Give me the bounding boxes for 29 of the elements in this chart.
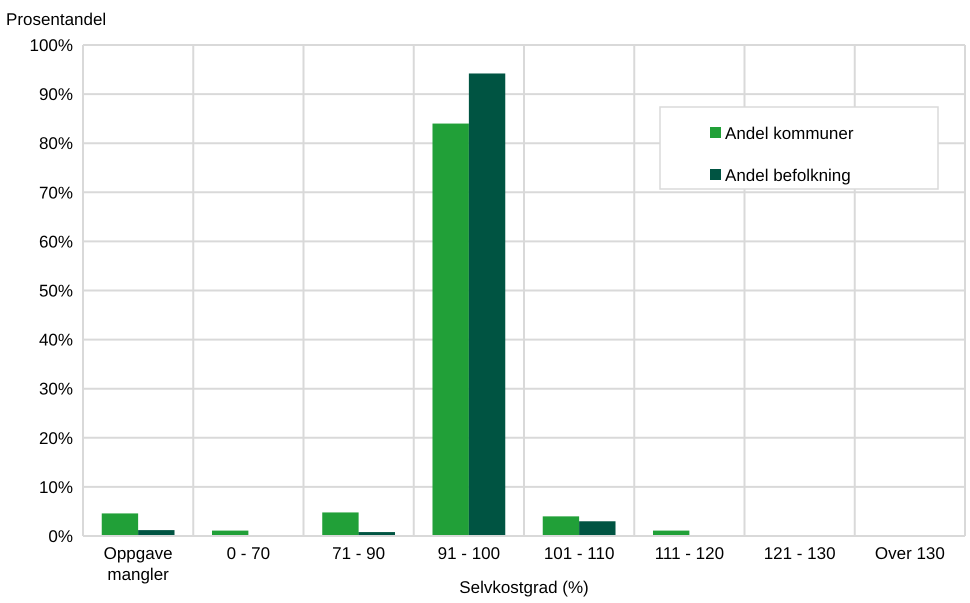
y-tick-label: 40% xyxy=(38,330,73,350)
y-tick-label: 80% xyxy=(38,134,73,154)
x-tick-label: Over 130 xyxy=(874,544,945,563)
y-tick-label: 10% xyxy=(38,478,73,497)
y-tick-label: 60% xyxy=(38,232,73,252)
x-tick-label: 111 - 120 xyxy=(654,544,724,563)
bar xyxy=(579,521,616,536)
y-tick-label: 0% xyxy=(48,526,73,546)
x-tick-label: 0 - 70 xyxy=(226,544,270,563)
x-tick-label: 121 - 130 xyxy=(764,544,836,563)
y-tick-label: 20% xyxy=(38,428,73,448)
y-tick-label: 30% xyxy=(38,380,73,399)
x-tick-label: 71 - 90 xyxy=(332,544,386,563)
y-tick-label: 90% xyxy=(38,85,73,104)
x-tick-label: 101 - 110 xyxy=(544,544,614,563)
legend-label: Andel kommuner xyxy=(725,124,854,143)
legend-label: Andel befolkning xyxy=(725,166,851,185)
bar xyxy=(468,73,506,536)
x-axis-title: Selvkostgrad (%) xyxy=(459,578,589,597)
y-axis-title: Prosentandel xyxy=(6,10,106,29)
x-tick-label: Oppgave mangler xyxy=(104,544,173,584)
y-tick-label: 100% xyxy=(30,36,73,55)
bar xyxy=(542,516,580,536)
x-tick-label: 91 - 100 xyxy=(438,544,500,563)
bar xyxy=(432,124,469,536)
bar xyxy=(322,512,359,536)
y-tick-label: 70% xyxy=(38,183,73,202)
y-tick-label: 50% xyxy=(38,281,73,300)
bar xyxy=(102,513,138,536)
